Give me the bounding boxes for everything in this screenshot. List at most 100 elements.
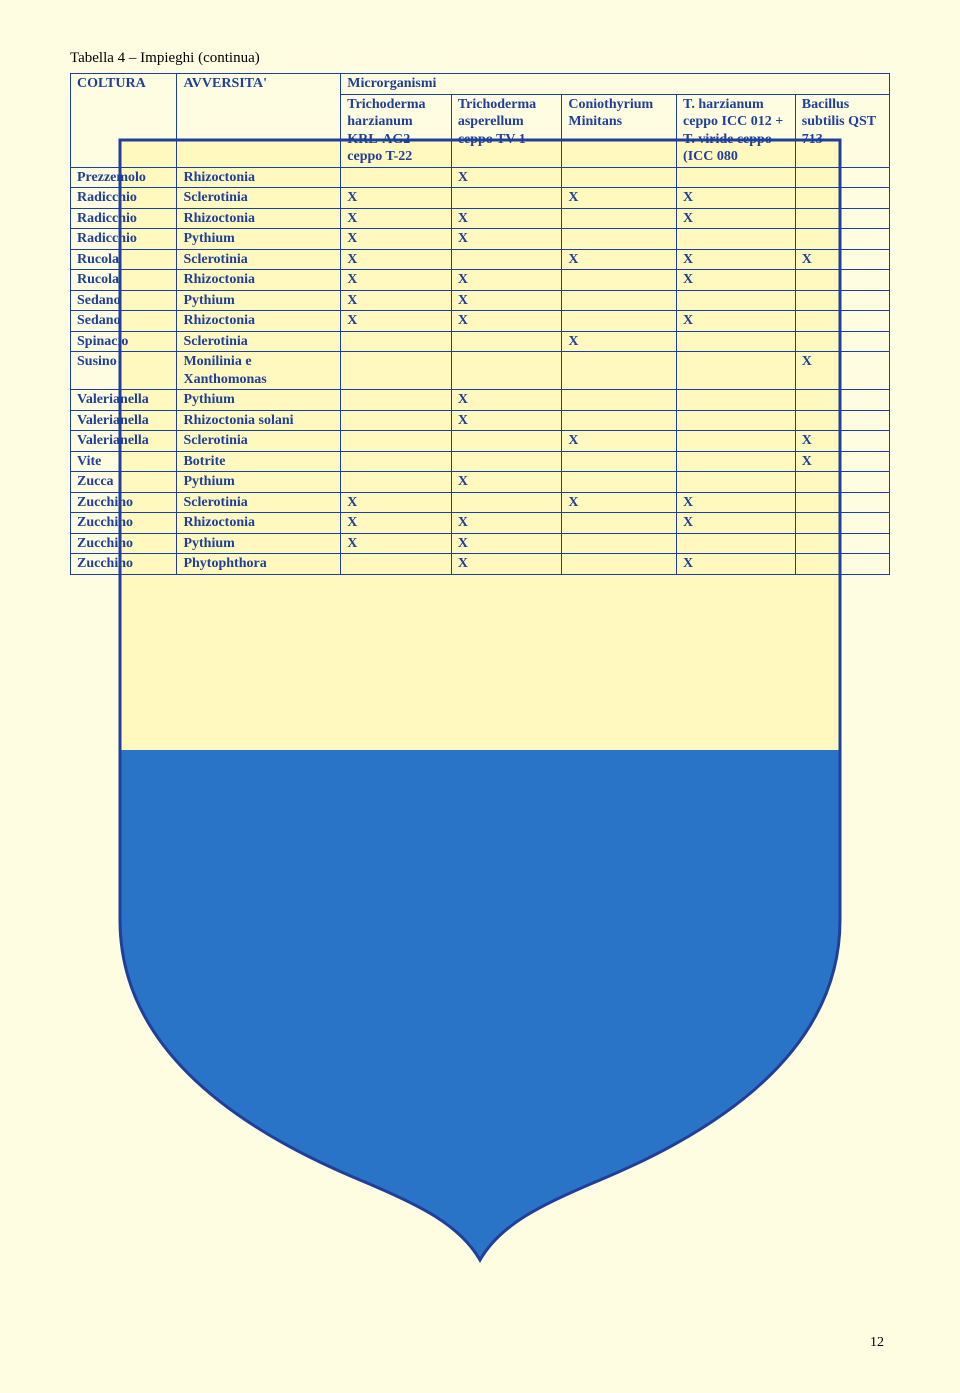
table-cell: X <box>677 188 796 209</box>
table-cell: Sclerotinia <box>177 249 341 270</box>
table-row: SpinacioSclerotinia X <box>71 331 890 352</box>
table-row: SusinoMonilinia e XanthomonasX <box>71 352 890 390</box>
table-cell: Zucchino <box>71 554 177 575</box>
table-cell: Vite <box>71 451 177 472</box>
table-cell: Valerianella <box>71 410 177 431</box>
table-cell: Zucca <box>71 472 177 493</box>
table-cell: Rhizoctonia <box>177 167 341 188</box>
table-row: ZucchinoPhytophthora X X <box>71 554 890 575</box>
table-row: ZucchinoPythiumXX <box>71 533 890 554</box>
table-cell: Sclerotinia <box>177 331 341 352</box>
table-cell <box>451 331 562 352</box>
table-cell: X <box>677 249 796 270</box>
table-cell: X <box>451 533 562 554</box>
table-cell <box>562 554 677 575</box>
table-cell: X <box>677 554 796 575</box>
table-row: ValerianellaSclerotiniaXX <box>71 431 890 452</box>
table-cell <box>562 229 677 250</box>
table-cell <box>795 533 889 554</box>
table-cell: X <box>451 290 562 311</box>
table-cell: X <box>451 311 562 332</box>
table-cell: Pythium <box>177 472 341 493</box>
col-th-2: Trichoderma harzianum KRL-AG2 ceppo T-22 <box>341 94 452 167</box>
table-cell: X <box>562 492 677 513</box>
table-cell: Zucchino <box>71 513 177 534</box>
table-cell <box>795 208 889 229</box>
table-cell <box>562 390 677 411</box>
table-cell: Zucchino <box>71 492 177 513</box>
table-cell <box>677 533 796 554</box>
table-cell: X <box>562 331 677 352</box>
table-cell <box>562 208 677 229</box>
table-cell: X <box>795 352 889 390</box>
table-cell: Rucola <box>71 249 177 270</box>
table-cell: Spinacio <box>71 331 177 352</box>
table-row: RucolaSclerotiniaXXXX <box>71 249 890 270</box>
table-cell: X <box>451 554 562 575</box>
table-cell <box>795 311 889 332</box>
table-cell <box>795 167 889 188</box>
table-cell <box>677 431 796 452</box>
table-cell: X <box>677 513 796 534</box>
table-cell <box>562 472 677 493</box>
table-cell <box>341 451 452 472</box>
table-caption: Tabella 4 – Impieghi (continua) <box>70 50 890 67</box>
table-cell: X <box>341 533 452 554</box>
table-cell: Sedano <box>71 311 177 332</box>
table-cell <box>341 410 452 431</box>
table-row: ZucchinoRhizoctoniaXXX <box>71 513 890 534</box>
table-cell: X <box>341 492 452 513</box>
table-cell <box>795 229 889 250</box>
table-cell <box>562 533 677 554</box>
table-cell <box>562 451 677 472</box>
table-cell: X <box>341 208 452 229</box>
table-cell <box>562 270 677 291</box>
table-cell: Sclerotinia <box>177 188 341 209</box>
table-cell: Rhizoctonia <box>177 311 341 332</box>
table-row: ZuccaPythiumX <box>71 472 890 493</box>
table-row: RadicchioRhizoctoniaXXX <box>71 208 890 229</box>
table-cell: X <box>677 311 796 332</box>
table-cell <box>677 229 796 250</box>
table-cell: X <box>341 249 452 270</box>
table-row: SedanoRhizoctoniaXXX <box>71 311 890 332</box>
table-cell: X <box>341 311 452 332</box>
table-cell <box>795 513 889 534</box>
table-cell: Rhizoctonia <box>177 270 341 291</box>
table-cell <box>795 554 889 575</box>
table-cell <box>795 188 889 209</box>
table-cell: Phytophthora <box>177 554 341 575</box>
table-cell <box>451 492 562 513</box>
table-cell <box>795 270 889 291</box>
table-cell <box>562 352 677 390</box>
table-row: ViteBotriteX <box>71 451 890 472</box>
table-cell <box>341 431 452 452</box>
table-cell <box>795 410 889 431</box>
table-cell <box>677 352 796 390</box>
table-cell: X <box>341 270 452 291</box>
table-cell: X <box>562 249 677 270</box>
table-row: RadicchioSclerotiniaXXX <box>71 188 890 209</box>
table-cell <box>341 472 452 493</box>
table-cell <box>341 331 452 352</box>
table-cell: X <box>795 249 889 270</box>
table-cell <box>795 331 889 352</box>
table-cell: Pythium <box>177 229 341 250</box>
impieghi-table: COLTURA AVVERSITA' Microrganismi Trichod… <box>70 73 890 575</box>
table-cell <box>795 290 889 311</box>
table-cell: X <box>795 431 889 452</box>
table-cell <box>677 331 796 352</box>
table-row: SedanoPythiumXX <box>71 290 890 311</box>
table-cell: Radicchio <box>71 208 177 229</box>
table-cell: Valerianella <box>71 431 177 452</box>
table-cell <box>341 390 452 411</box>
col-th-5: T. harzianum ceppo ICC 012 + T. viride c… <box>677 94 796 167</box>
table-cell: Radicchio <box>71 229 177 250</box>
table-cell <box>562 311 677 332</box>
table-cell: X <box>451 229 562 250</box>
table-cell: Sedano <box>71 290 177 311</box>
table-cell <box>677 451 796 472</box>
table-cell: X <box>451 167 562 188</box>
table-cell: X <box>451 513 562 534</box>
table-cell <box>451 451 562 472</box>
